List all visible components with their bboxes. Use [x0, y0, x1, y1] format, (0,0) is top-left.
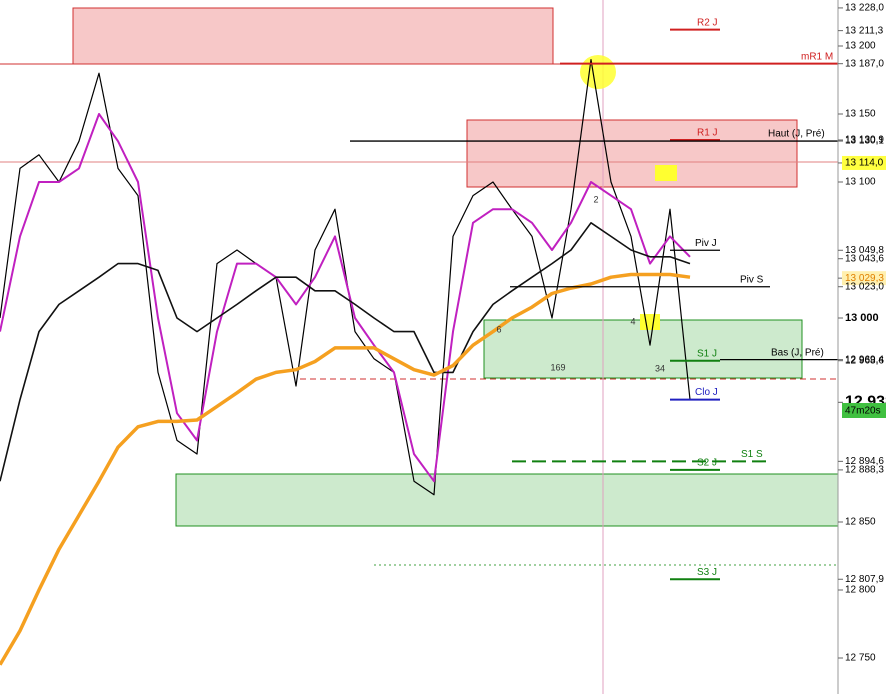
level-label: Piv S [740, 274, 764, 285]
y-tick-label: 13 023,0 [845, 281, 884, 292]
highlight [580, 55, 616, 89]
annotation: 2 [593, 194, 598, 204]
y-tick-label: 13 000 [845, 312, 879, 324]
tick-highlight [842, 271, 886, 286]
y-tick-label: 12 750 [845, 653, 876, 664]
highlight [640, 314, 660, 330]
y-tick-label: 13 228,0 [845, 3, 884, 14]
y-tick-label: 13 114,0 [845, 158, 884, 169]
highlight [655, 165, 677, 181]
annotation: 169 [550, 362, 565, 372]
timer: 47m20s [845, 406, 881, 417]
level-label: Piv J [695, 238, 717, 249]
resistance-zone [72, 7, 554, 65]
y-tick-label: 12 850 [845, 517, 876, 528]
y-tick-label: 13 150 [845, 109, 876, 120]
level-label: mR1 M [801, 51, 833, 62]
series-line [0, 59, 691, 496]
series-line [0, 272, 691, 666]
y-tick-label: 13 130,1 [845, 136, 884, 147]
tick-highlight [842, 155, 886, 170]
level-label: R2 J [697, 17, 718, 28]
support-zone [175, 473, 839, 527]
y-tick-label: 12 807,9 [845, 574, 884, 585]
y-tick-label: 12 968,6 [845, 355, 884, 366]
annotation: 34 [655, 363, 665, 373]
y-tick-label: 12 894,6 [845, 456, 884, 467]
level-label: S2 J [697, 458, 717, 469]
series-line [0, 113, 691, 483]
level-label: S1 J [697, 348, 717, 359]
timer-bg [842, 403, 886, 418]
y-tick-label: 12 800 [845, 585, 876, 596]
level-label: Clo J [695, 387, 718, 398]
y-tick-label: 13 187,0 [845, 58, 884, 69]
resistance-zone [466, 119, 798, 188]
level-label: Bas (J, Pré) [771, 347, 824, 358]
y-tick-label: 13 211,3 [845, 25, 884, 36]
y-tick-label: 12 969,4 [845, 354, 884, 365]
level-label: R1 J [697, 128, 718, 139]
level-label: S1 S [741, 449, 763, 460]
series-line [0, 222, 691, 482]
y-tick-label: 13 130,9 [845, 135, 884, 146]
level-label: S3 J [697, 567, 717, 578]
y-tick-label: 13 029,3 [845, 273, 884, 284]
price-axis [838, 0, 886, 694]
y-tick-label: 12 888,3 [845, 465, 884, 476]
y-tick-label: 13 043,6 [845, 253, 884, 264]
level-label: Haut (J, Pré) [768, 129, 825, 140]
y-tick-label: 13 100 [845, 177, 876, 188]
annotation: 6 [496, 324, 501, 334]
y-tick-label: 13 200 [845, 41, 876, 52]
annotation: 4 [630, 316, 635, 326]
y-tick-label: 13 049,8 [845, 245, 884, 256]
